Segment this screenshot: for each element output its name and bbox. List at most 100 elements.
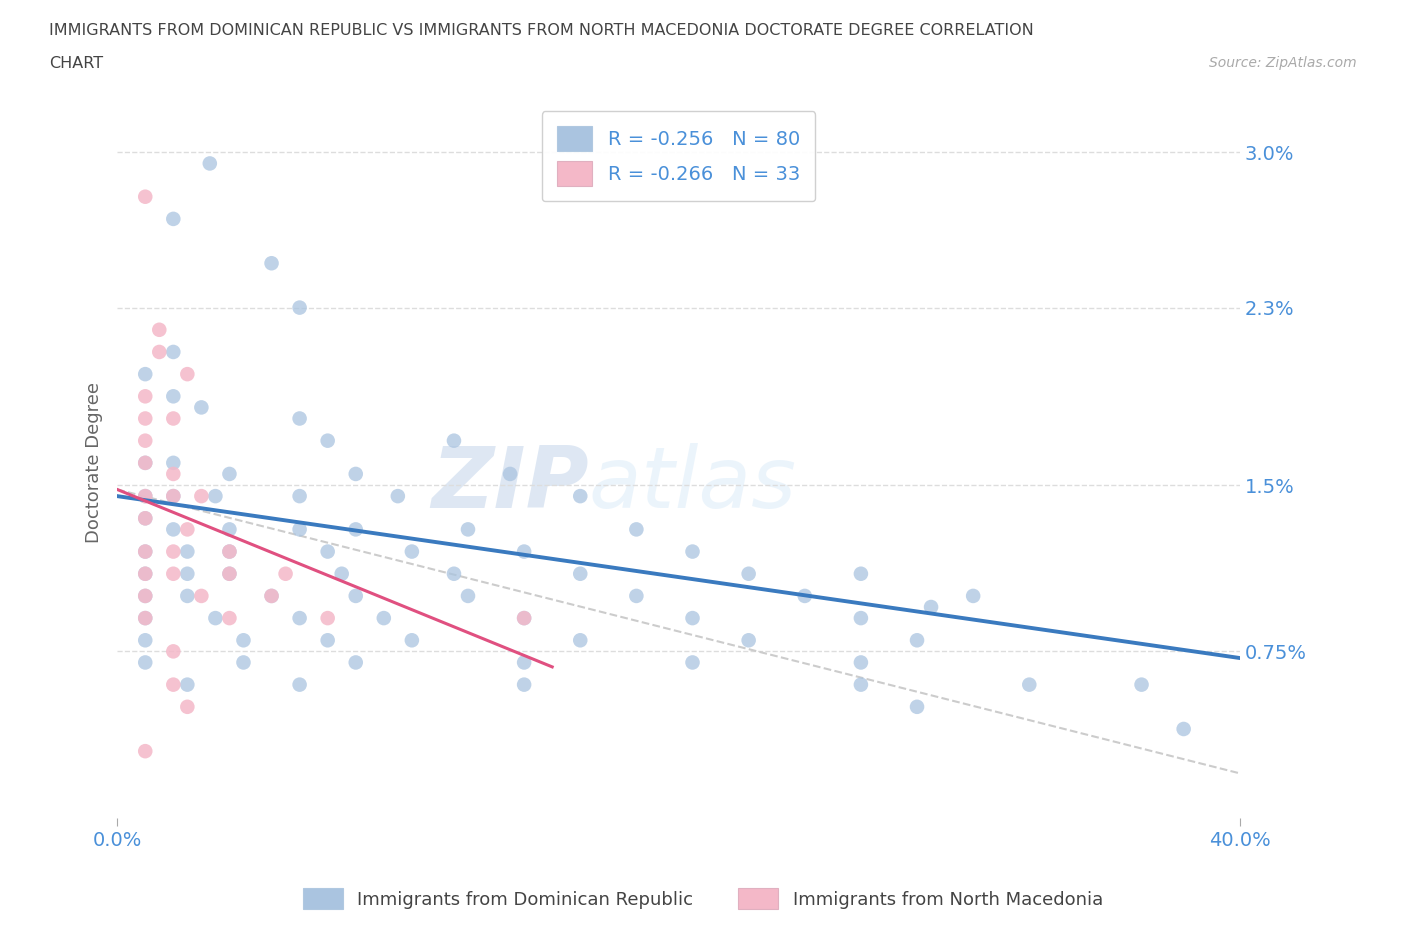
Point (288, 300, 311, 315)
Point (134, 511, 156, 525)
Point (513, 611, 536, 626)
Point (682, 655, 704, 670)
Point (457, 522, 479, 537)
Point (134, 566, 156, 581)
Point (176, 522, 198, 537)
Point (626, 589, 648, 604)
Point (218, 544, 240, 559)
Point (198, 156, 221, 171)
Point (569, 632, 592, 647)
Point (513, 677, 536, 692)
Point (176, 544, 198, 559)
Point (443, 433, 465, 448)
Point (905, 632, 928, 647)
Point (134, 389, 156, 404)
Point (1018, 677, 1040, 692)
Point (849, 611, 872, 626)
Point (344, 589, 367, 604)
Point (793, 589, 815, 604)
Point (1130, 677, 1153, 692)
Text: IMMIGRANTS FROM DOMINICAN REPUBLIC VS IMMIGRANTS FROM NORTH MACEDONIA DOCTORATE : IMMIGRANTS FROM DOMINICAN REPUBLIC VS IM… (49, 23, 1033, 38)
Point (134, 611, 156, 626)
Point (218, 611, 240, 626)
Point (134, 544, 156, 559)
Y-axis label: Doctorate Degree: Doctorate Degree (86, 382, 103, 543)
Point (905, 699, 928, 714)
Point (737, 566, 759, 581)
Point (232, 655, 254, 670)
Point (162, 344, 184, 359)
Point (204, 611, 226, 626)
Point (134, 488, 156, 503)
Point (513, 544, 536, 559)
Point (162, 211, 184, 226)
Point (513, 611, 536, 626)
Point (1173, 722, 1195, 737)
Point (218, 544, 240, 559)
Point (260, 589, 283, 604)
Point (134, 456, 156, 471)
Point (626, 522, 648, 537)
Point (344, 522, 367, 537)
Point (260, 256, 283, 271)
Point (148, 323, 170, 338)
Point (499, 467, 522, 482)
Point (920, 600, 942, 615)
Point (162, 488, 184, 503)
Point (849, 566, 872, 581)
Point (176, 366, 198, 381)
Point (134, 190, 156, 205)
Point (387, 488, 409, 503)
Point (134, 456, 156, 471)
Point (134, 544, 156, 559)
Point (176, 677, 198, 692)
Point (849, 655, 872, 670)
Point (260, 589, 283, 604)
Point (316, 632, 339, 647)
Point (513, 655, 536, 670)
Point (162, 456, 184, 471)
Point (962, 589, 984, 604)
Point (682, 611, 704, 626)
Point (344, 467, 367, 482)
Point (162, 677, 184, 692)
Point (373, 611, 395, 626)
Point (569, 566, 592, 581)
Point (190, 589, 212, 604)
Point (162, 522, 184, 537)
Point (457, 589, 479, 604)
Point (162, 544, 184, 559)
Point (134, 566, 156, 581)
Point (288, 522, 311, 537)
Point (274, 566, 297, 581)
Point (134, 488, 156, 503)
Point (344, 655, 367, 670)
Point (316, 611, 339, 626)
Point (288, 611, 311, 626)
Point (134, 433, 156, 448)
Point (218, 467, 240, 482)
Point (218, 566, 240, 581)
Point (401, 632, 423, 647)
Point (330, 566, 353, 581)
Point (162, 488, 184, 503)
Point (443, 566, 465, 581)
Point (204, 488, 226, 503)
Point (134, 611, 156, 626)
Point (134, 655, 156, 670)
Text: CHART: CHART (49, 56, 103, 71)
Point (162, 389, 184, 404)
Point (232, 632, 254, 647)
Point (162, 467, 184, 482)
Point (316, 544, 339, 559)
Point (737, 632, 759, 647)
Point (401, 544, 423, 559)
Point (190, 400, 212, 415)
Point (134, 511, 156, 525)
Point (176, 566, 198, 581)
Point (288, 411, 311, 426)
Point (134, 411, 156, 426)
Point (134, 632, 156, 647)
Point (288, 488, 311, 503)
Point (316, 433, 339, 448)
